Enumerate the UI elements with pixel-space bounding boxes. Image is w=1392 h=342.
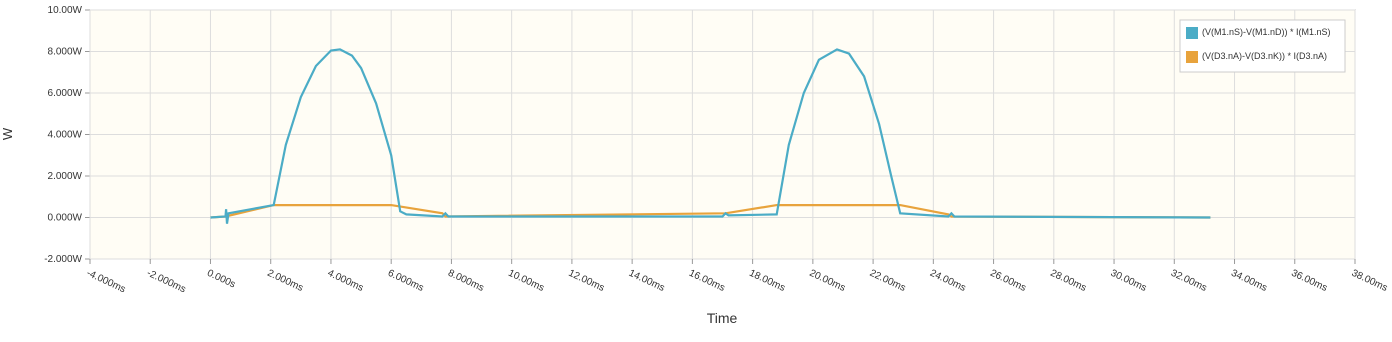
x-tick-label: 36.00ms [1289, 268, 1328, 294]
x-tick-label: 4.000ms [326, 268, 365, 294]
x-tick-label: 10.00ms [506, 268, 545, 294]
x-tick-label: 38.00ms [1350, 268, 1389, 294]
x-tick-label: 16.00ms [687, 268, 726, 294]
y-axis-label: W [0, 127, 15, 140]
x-tick-label: 0.000s [205, 268, 237, 291]
x-tick-label: 26.00ms [988, 268, 1027, 294]
y-tick-label: 10.00W [48, 5, 83, 16]
x-tick-label: 20.00ms [808, 268, 847, 294]
y-tick-label: 0.000W [48, 213, 83, 224]
legend-swatch [1186, 51, 1198, 63]
y-tick-label: 4.000W [48, 130, 83, 141]
x-tick-label: 18.00ms [747, 268, 786, 294]
x-tick-label: 32.00ms [1169, 268, 1208, 294]
x-tick-label: 34.00ms [1229, 268, 1268, 294]
x-tick-label: 12.00ms [567, 268, 606, 294]
x-tick-label: 14.00ms [627, 268, 666, 294]
y-tick-label: 6.000W [48, 88, 83, 99]
y-tick-label: 8.000W [48, 47, 83, 58]
x-tick-label: 8.000ms [446, 268, 485, 294]
x-tick-label: -4.000ms [85, 268, 127, 296]
x-tick-label: -2.000ms [145, 268, 187, 296]
legend-label: (V(M1.nS)-V(M1.nD)) * I(M1.nS) [1202, 27, 1331, 37]
series-line [210, 48, 1211, 224]
x-tick-label: 24.00ms [928, 268, 967, 294]
legend-label: (V(D3.nA)-V(D3.nK)) * I(D3.nA) [1202, 51, 1327, 61]
legend-swatch [1186, 27, 1198, 39]
x-tick-label: 2.000ms [265, 268, 304, 294]
x-tick-label: 6.000ms [386, 268, 425, 294]
y-tick-label: -2.000W [44, 254, 82, 265]
x-axis-label: Time [707, 310, 738, 326]
y-tick-label: 2.000W [48, 171, 83, 182]
x-tick-label: 30.00ms [1109, 268, 1148, 294]
x-tick-label: 28.00ms [1049, 268, 1088, 294]
legend-box [1179, 19, 1346, 73]
x-tick-label: 22.00ms [868, 268, 907, 294]
